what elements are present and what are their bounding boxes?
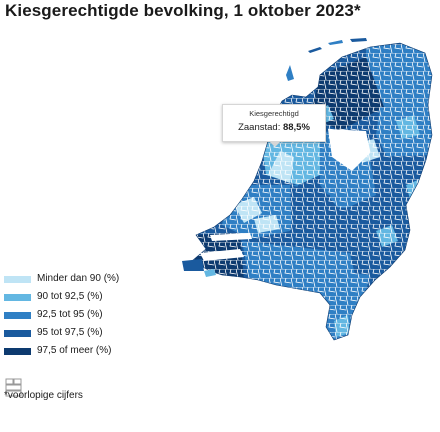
legend-swatch-5	[4, 348, 31, 355]
legend-swatch-2	[4, 294, 31, 301]
legend-label-4: 95 tot 97,5 (%)	[37, 327, 103, 338]
tooltip-title: Kiesgerechtigd	[249, 109, 299, 118]
island-terschelling	[350, 38, 367, 42]
legend-label-1: Minder dan 90 (%)	[37, 273, 120, 284]
oosterschelde-water	[210, 233, 252, 241]
country-outline	[191, 42, 433, 341]
page-title: Kiesgerechtigde bevolking, 1 oktober 202…	[5, 1, 361, 20]
footnote: *voorlopige cijfers	[4, 390, 83, 401]
cbs-logo-icon	[5, 378, 23, 403]
tooltip-label: Zaanstad:	[238, 122, 281, 133]
legend-label-2: 90 tot 92,5 (%)	[37, 291, 103, 302]
westerschelde-water	[200, 249, 244, 261]
legend-swatch-1	[4, 276, 31, 283]
legend-swatch-4	[4, 330, 31, 337]
legend-label-5: 97,5 of meer (%)	[37, 345, 112, 356]
island-texel	[308, 47, 322, 53]
island-vlieland	[328, 40, 343, 45]
tooltip-value: 88,5%	[282, 122, 310, 133]
municipality-borders	[192, 43, 432, 340]
netherlands-choropleth-map[interactable]	[170, 35, 440, 350]
island-walcheren	[182, 259, 204, 271]
ijsselmeer-water	[328, 129, 370, 171]
tooltip-value-line: Zaanstad: 88,5%	[223, 122, 325, 133]
legend-swatch-3	[4, 312, 31, 319]
island-texel-south	[286, 65, 294, 81]
map-tooltip: Kiesgerechtigd Zaanstad: 88,5%	[222, 104, 326, 147]
legend-label-3: 92,5 tot 95 (%)	[37, 309, 103, 320]
tooltip-pointer	[269, 141, 281, 147]
region-eindhoven[interactable]	[290, 297, 316, 323]
island-vlissingen	[204, 269, 216, 277]
